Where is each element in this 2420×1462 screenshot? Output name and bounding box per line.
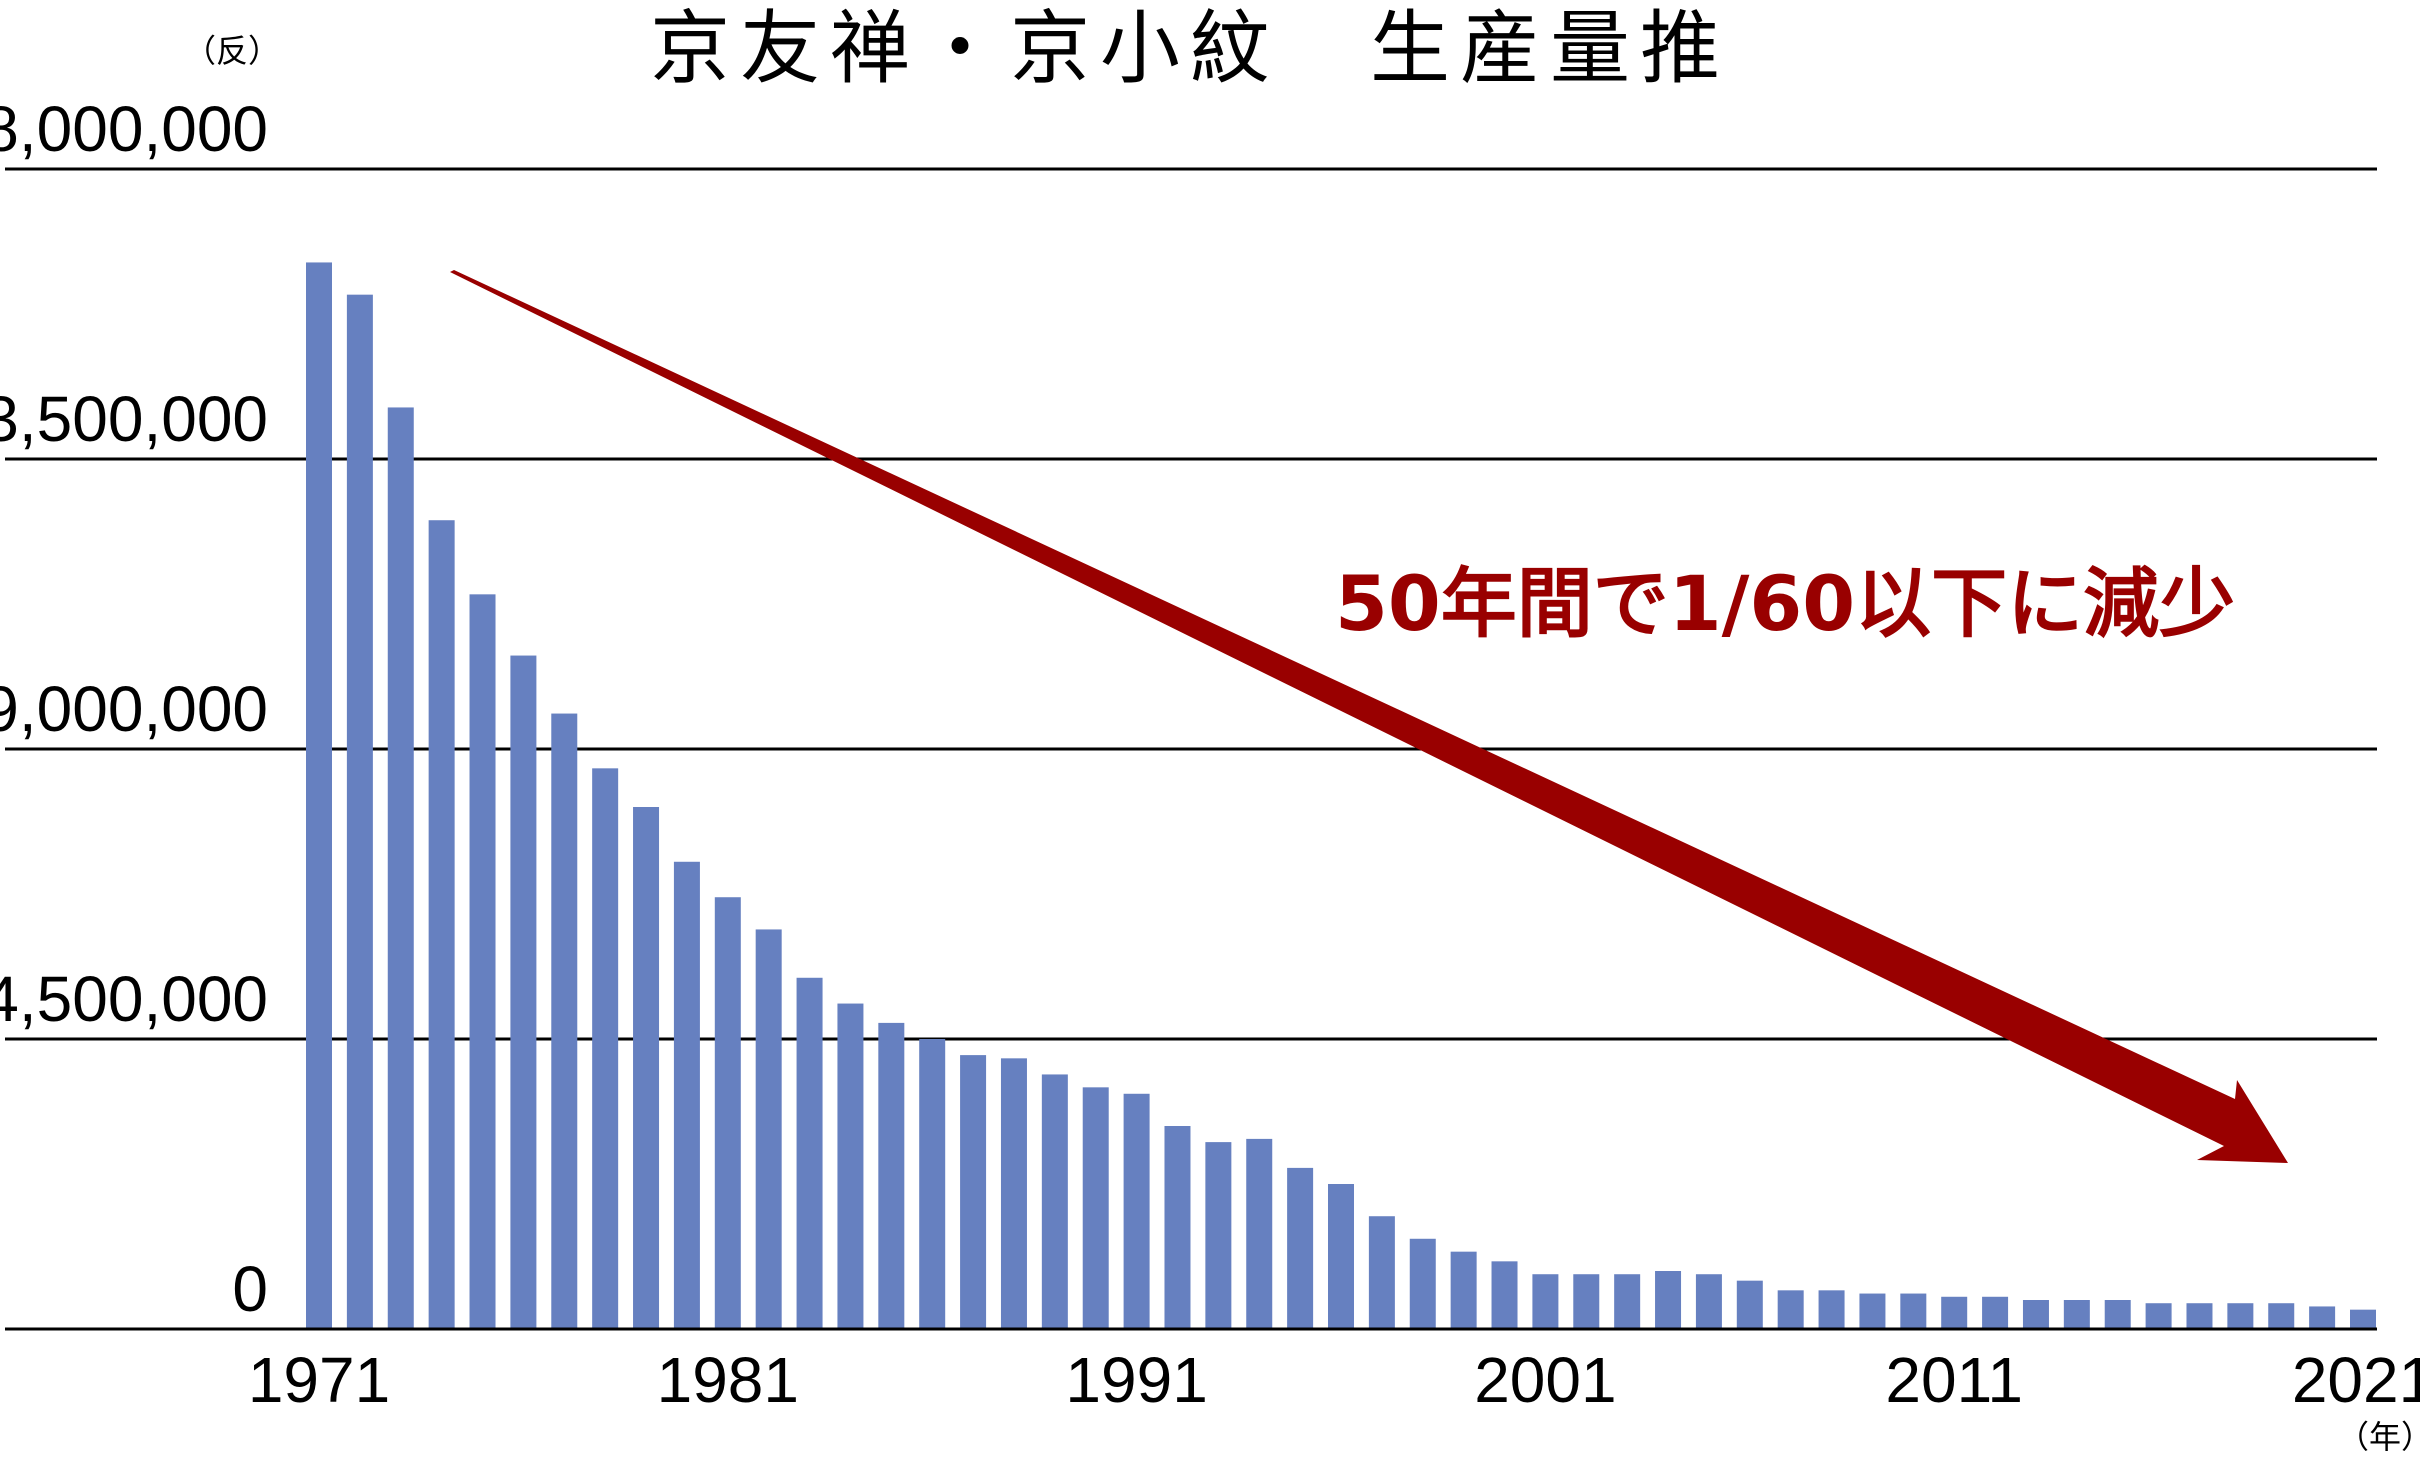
y-tick-label: 13,500,000 <box>0 383 268 455</box>
x-axis-unit-label: （年） <box>2337 1418 2420 1456</box>
bar-2015 <box>2104 1300 2131 1329</box>
bar-2009 <box>1859 1293 1886 1329</box>
bar-2017 <box>2186 1303 2213 1329</box>
bar-2011 <box>1941 1296 1968 1329</box>
bar-1982 <box>755 929 782 1329</box>
bar-1988 <box>1000 1058 1027 1329</box>
y-tick-label: 0 <box>232 1253 268 1325</box>
bar-2019 <box>2268 1303 2295 1329</box>
x-tick-label: 1971 <box>248 1344 390 1416</box>
bar-1974 <box>428 520 455 1329</box>
bar-1975 <box>469 594 496 1329</box>
bar-2021 <box>2350 1309 2376 1329</box>
bar-1999 <box>1450 1251 1477 1329</box>
bar-2014 <box>2063 1300 2090 1329</box>
bar-2013 <box>2022 1300 2049 1329</box>
x-tick-label: 1991 <box>1065 1344 1207 1416</box>
y-tick-label: 9,000,000 <box>0 673 268 745</box>
bar-1983 <box>796 977 823 1329</box>
bar-1980 <box>673 861 700 1329</box>
bars <box>306 262 2376 1330</box>
bar-1989 <box>1041 1074 1068 1329</box>
bar-1972 <box>346 294 373 1330</box>
bar-1971 <box>306 262 332 1329</box>
y-tick-label: 4,500,000 <box>0 963 268 1035</box>
bar-2000 <box>1491 1261 1518 1329</box>
bar-1977 <box>551 713 578 1329</box>
bar-2007 <box>1777 1290 1804 1329</box>
bar-1984 <box>837 1003 864 1329</box>
bar-1998 <box>1409 1238 1436 1329</box>
x-tick-label: 2011 <box>1885 1344 2023 1416</box>
bar-2012 <box>1982 1296 2009 1329</box>
bar-1979 <box>633 807 660 1329</box>
bar-1986 <box>919 1039 946 1329</box>
decrease-annotation: 50年間で1/60以下に減少 <box>1335 559 2235 648</box>
bar-2010 <box>1900 1293 1927 1329</box>
bar-2001 <box>1532 1274 1559 1329</box>
bar-2004 <box>1655 1271 1682 1329</box>
y-axis-unit-label: （反） <box>184 32 280 70</box>
bar-2003 <box>1614 1274 1641 1329</box>
bar-1978 <box>592 768 619 1329</box>
bar-1991 <box>1123 1093 1150 1329</box>
bar-1973 <box>387 407 414 1329</box>
bar-2016 <box>2145 1303 2172 1329</box>
chart-title: 京友禅・京小紋 生産量推 <box>650 2 1730 95</box>
bar-2002 <box>1573 1274 1600 1329</box>
bar-2008 <box>1818 1290 1845 1329</box>
x-tick-label: 1981 <box>657 1344 799 1416</box>
bar-1992 <box>1164 1126 1191 1329</box>
trend-arrow <box>450 270 2288 1163</box>
bar-1990 <box>1082 1087 1109 1329</box>
bar-1976 <box>510 655 537 1329</box>
bar-1995 <box>1287 1167 1314 1329</box>
bar-2006 <box>1736 1280 1763 1329</box>
x-tick-label: 2021 <box>2292 1344 2420 1416</box>
x-axis-tick-labels: 1971 1981 1991 2001 2011 2021 <box>248 1344 2420 1416</box>
bar-1981 <box>714 897 741 1329</box>
bar-2020 <box>2309 1306 2336 1329</box>
bar-1987 <box>960 1055 987 1329</box>
x-tick-label: 2001 <box>1474 1344 1616 1416</box>
bar-1997 <box>1368 1216 1395 1329</box>
bar-2018 <box>2227 1303 2254 1329</box>
bar-1994 <box>1246 1138 1273 1329</box>
bar-1996 <box>1328 1184 1354 1329</box>
bar-1993 <box>1205 1142 1232 1329</box>
bar-2005 <box>1695 1274 1722 1329</box>
y-axis-tick-labels: 0 4,500,000 9,000,000 13,500,000 18,000,000 <box>0 93 268 1325</box>
y-tick-label: 18,000,000 <box>0 93 268 165</box>
bar-1985 <box>878 1022 905 1329</box>
